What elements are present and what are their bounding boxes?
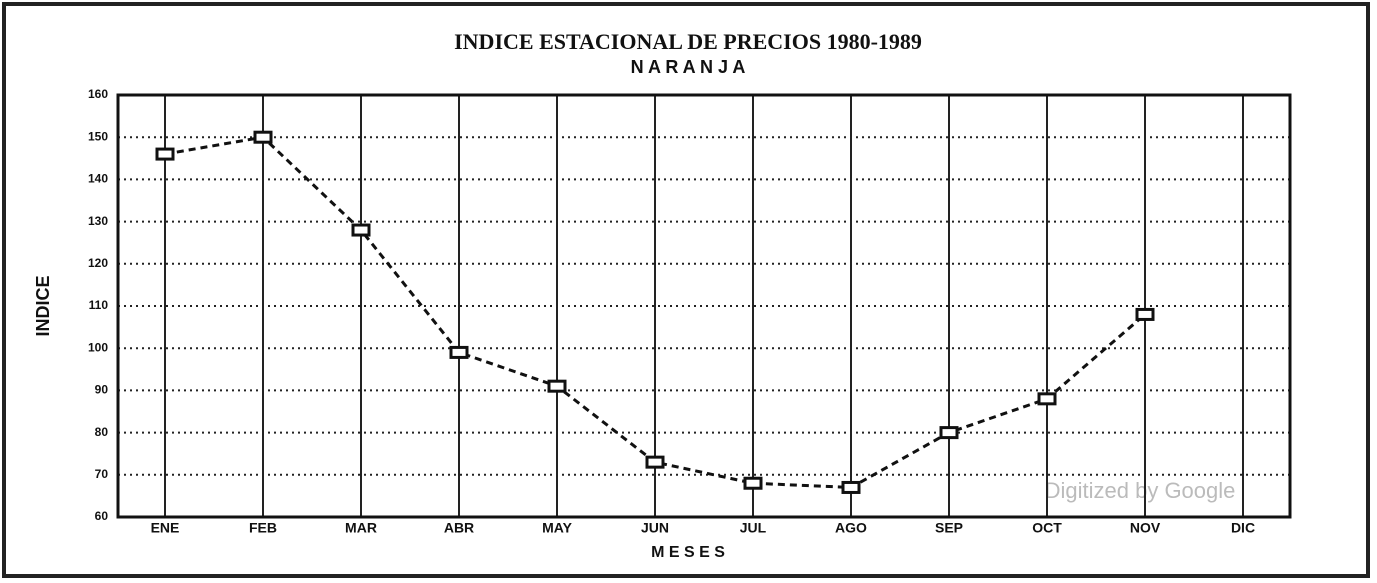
x-tick-label: MAR xyxy=(345,520,377,536)
x-tick-label: MAY xyxy=(542,520,572,536)
y-tick-label: 140 xyxy=(88,172,108,186)
y-tick-label: 120 xyxy=(88,256,108,270)
x-tick-label: DIC xyxy=(1231,520,1255,536)
point xyxy=(253,130,273,144)
y-tick-label: 80 xyxy=(95,425,109,439)
point xyxy=(939,426,959,440)
x-tick-label: AGO xyxy=(835,520,867,536)
y-tick-label: 150 xyxy=(88,129,108,143)
plot-frame xyxy=(116,93,1292,519)
x-tick-label: FEB xyxy=(249,520,277,536)
point xyxy=(1037,392,1057,406)
point xyxy=(547,379,567,393)
x-tick-label: JUL xyxy=(740,520,767,536)
point xyxy=(449,345,469,359)
x-tick-label: ENE xyxy=(151,520,180,536)
y-tick-label: 100 xyxy=(88,340,108,354)
chart-title: INDICE ESTACIONAL DE PRECIOS 1980-1989 xyxy=(454,29,922,54)
y-tick-label: 70 xyxy=(95,467,109,481)
point xyxy=(743,476,763,490)
y-tick-label: 110 xyxy=(89,298,109,312)
x-tick-label: ABR xyxy=(444,520,474,536)
y-tick-label: 60 xyxy=(95,509,109,523)
point xyxy=(645,455,665,469)
x-tick-label: JUN xyxy=(641,520,669,536)
x-axis-label: M E S E S xyxy=(651,544,725,561)
point xyxy=(841,480,861,494)
x-tick-label: SEP xyxy=(935,520,963,536)
chart-subtitle: N A R A N J A xyxy=(631,57,746,77)
point xyxy=(351,223,371,237)
y-axis-label: INDICE xyxy=(33,275,53,336)
watermark: Digitized by Google xyxy=(1045,478,1236,503)
y-tick-label: 160 xyxy=(88,87,108,101)
y-tick-label: 130 xyxy=(88,214,108,228)
x-tick-label: NOV xyxy=(1130,520,1161,536)
point xyxy=(155,147,175,161)
point xyxy=(1135,307,1155,321)
y-tick-label: 90 xyxy=(95,383,109,397)
x-tick-label: OCT xyxy=(1032,520,1062,536)
